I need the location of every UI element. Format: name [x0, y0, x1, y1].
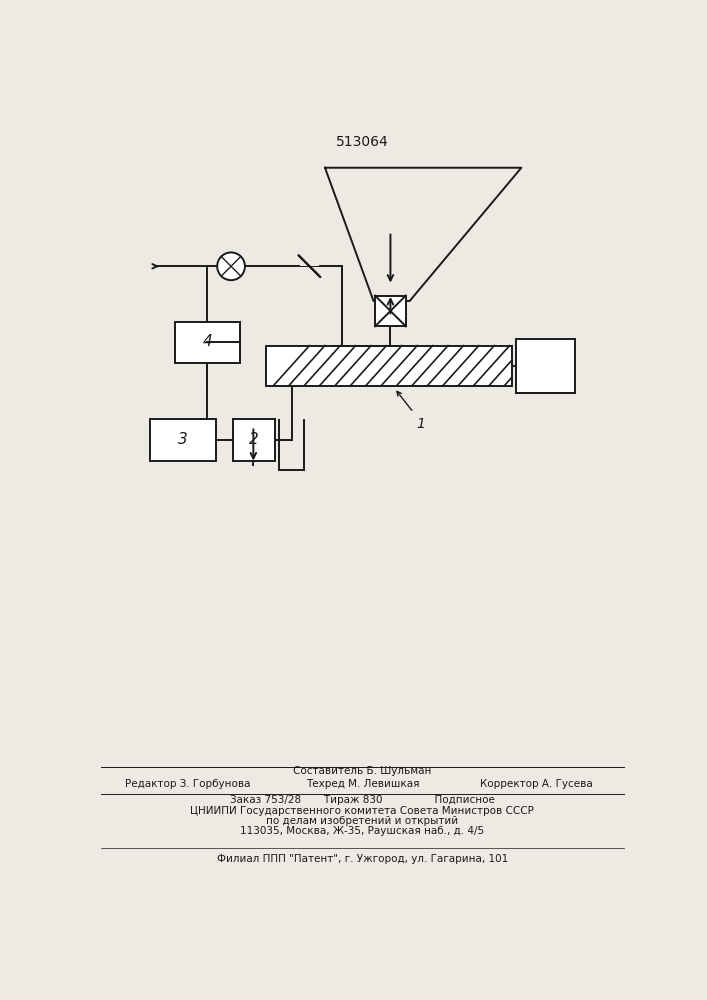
- Text: Техред М. Левишкая: Техред М. Левишкая: [305, 779, 419, 789]
- Text: Корректор А. Гусева: Корректор А. Гусева: [480, 779, 593, 789]
- Circle shape: [217, 252, 245, 280]
- Bar: [516, 339, 575, 393]
- Text: Редактор З. Горбунова: Редактор З. Горбунова: [125, 779, 251, 789]
- Text: ЦНИИПИ Государственного комитета Совета Министров СССР: ЦНИИПИ Государственного комитета Совета …: [190, 806, 534, 816]
- Bar: [150, 419, 216, 461]
- Text: Составитель Б. Шульман: Составитель Б. Шульман: [293, 766, 431, 776]
- Text: Заказ 753/28       Тираж 830                Подписное: Заказ 753/28 Тираж 830 Подписное: [230, 795, 495, 805]
- Bar: [175, 322, 240, 363]
- Text: 513064: 513064: [336, 135, 388, 149]
- Text: по делам изобретений и открытий: по делам изобретений и открытий: [267, 816, 458, 826]
- Text: 4: 4: [202, 334, 212, 349]
- Text: Филиал ППП "Патент", г. Ужгород, ул. Гагарина, 101: Филиал ППП "Патент", г. Ужгород, ул. Гаг…: [217, 854, 508, 864]
- Bar: [266, 346, 512, 386]
- Text: 2: 2: [248, 432, 258, 447]
- Bar: [233, 419, 275, 461]
- Text: 113035, Москва, Ж-35, Раушская наб., д. 4/5: 113035, Москва, Ж-35, Раушская наб., д. …: [240, 826, 484, 836]
- Bar: [375, 296, 406, 326]
- Text: 3: 3: [177, 432, 187, 447]
- Text: 1: 1: [417, 417, 426, 431]
